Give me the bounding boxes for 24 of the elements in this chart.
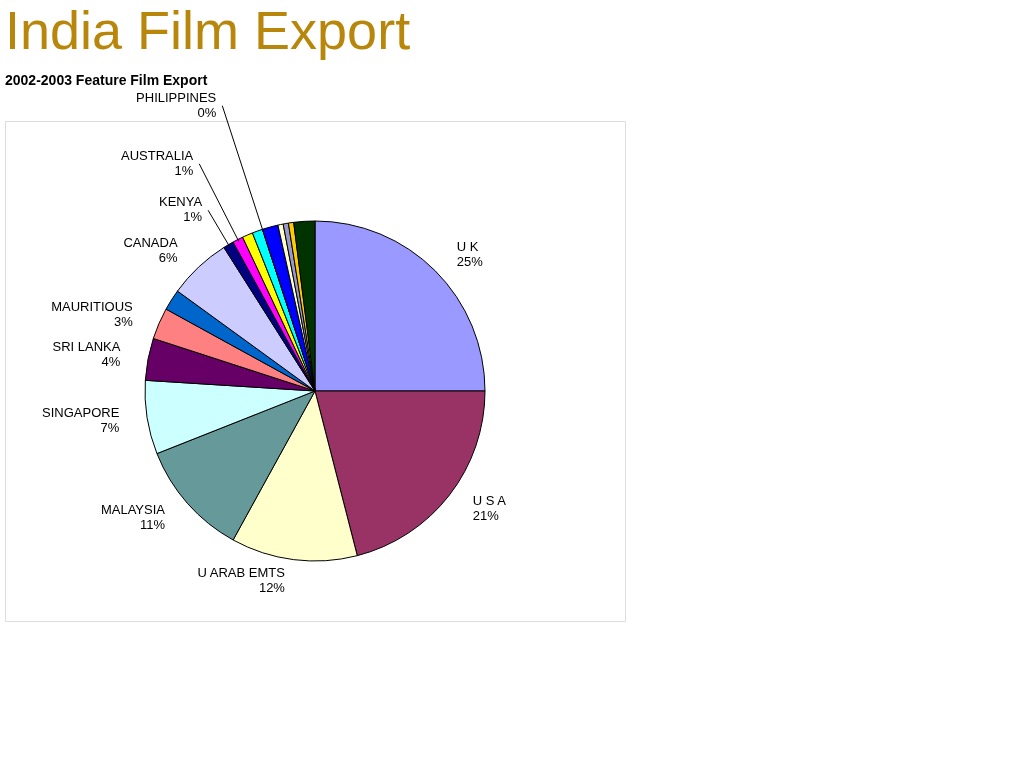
data-label: 7%: [100, 420, 120, 436]
slice-label: CANADA: [123, 235, 178, 251]
chart-title: India Film Export: [5, 0, 411, 60]
slice-label: U ARAB EMTS: [197, 565, 286, 581]
slice-label: U K: [456, 239, 479, 255]
slice-label: KENYA: [158, 194, 203, 210]
slice-label: AUSTRALIA: [120, 147, 194, 163]
data-label: 25%: [456, 254, 484, 270]
data-label: 12%: [258, 580, 286, 596]
data-label: 6%: [158, 250, 178, 266]
data-label: 11%: [139, 516, 166, 532]
data-label: 21%: [472, 507, 500, 523]
category-label: PHILIPPINES: [136, 89, 217, 105]
slice-label: MAURITIOUS: [51, 298, 134, 314]
data-label: 1%: [183, 209, 203, 225]
slice-label: U S A: [472, 492, 507, 508]
slice-label: SRI LANKA: [52, 339, 121, 355]
data-label: 1%: [174, 162, 194, 178]
data-label: 3%: [113, 313, 134, 329]
data-label: 4%: [101, 354, 121, 370]
chart-subtitle: 2002-2003 Feature Film Export: [5, 71, 208, 88]
slice-label: SINGAPORE: [42, 405, 120, 421]
slice-label: MALAYSIA: [100, 501, 166, 517]
text: 0%: [197, 104, 217, 120]
